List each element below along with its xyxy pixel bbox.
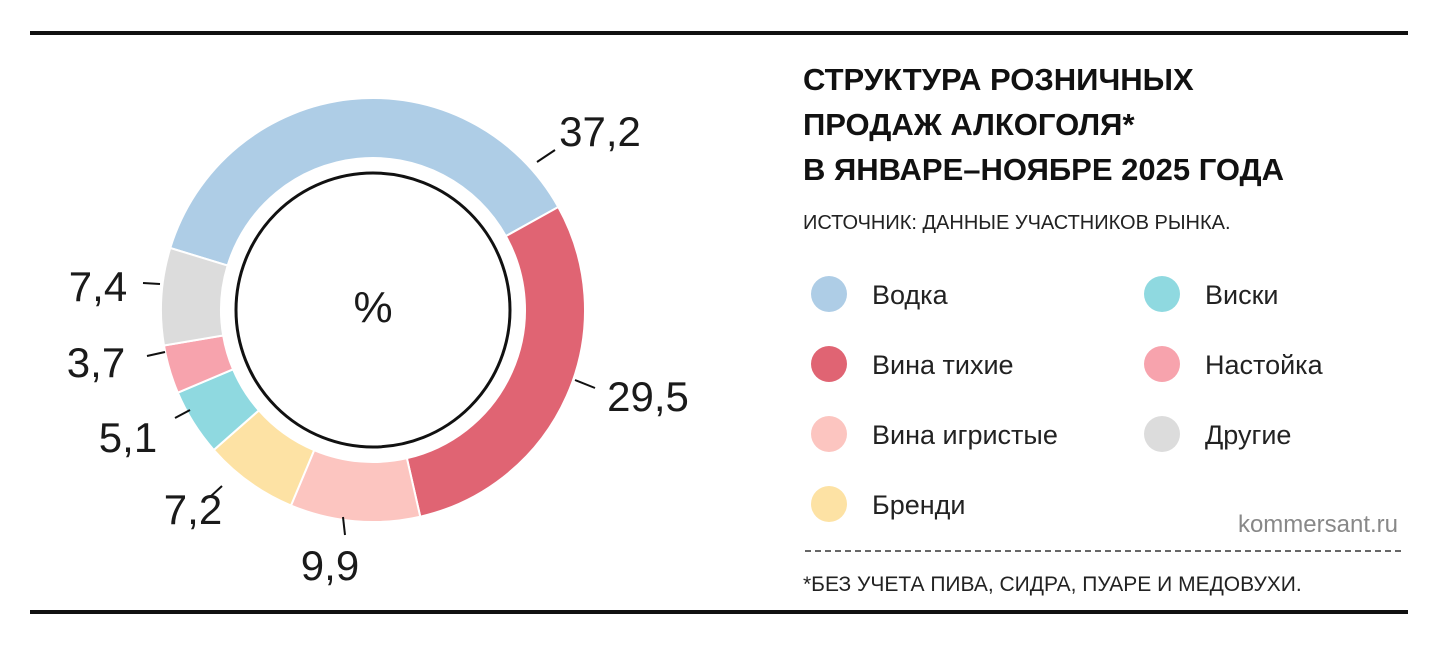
watermark: kommersant.ru xyxy=(1238,511,1398,538)
label-leader xyxy=(536,149,556,163)
legend-swatch xyxy=(811,346,847,382)
legend-label: Вина тихие xyxy=(872,350,1014,380)
legend-label: Настойка xyxy=(1205,350,1324,380)
legend-label: Другие xyxy=(1205,420,1291,450)
label-leader xyxy=(574,379,596,389)
donut-segment xyxy=(169,97,560,267)
label-leader xyxy=(342,516,346,536)
legend-label: Водка xyxy=(872,280,949,310)
subtitle: ИСТОЧНИК: ДАННЫЕ УЧАСТНИКОВ РЫНКА. xyxy=(803,212,1231,234)
legend-label: Виски xyxy=(1205,280,1279,310)
legend-swatch xyxy=(811,486,847,522)
value-label: 7,4 xyxy=(69,263,127,310)
legend-swatch xyxy=(1144,346,1180,382)
value-label: 5,1 xyxy=(99,414,157,461)
center-label: % xyxy=(353,283,392,332)
value-label: 37,2 xyxy=(559,108,641,155)
bottom-rule xyxy=(30,610,1408,614)
legend-swatch xyxy=(1144,276,1180,312)
label-leader xyxy=(209,485,223,498)
label-leader xyxy=(174,409,191,419)
chart-title: ПРОДАЖ АЛКОГОЛЯ* xyxy=(803,107,1135,142)
chart-title: В ЯНВАРЕ–НОЯБРЕ 2025 ГОДА xyxy=(803,152,1284,187)
chart-title: СТРУКТУРА РОЗНИЧНЫХ xyxy=(803,62,1194,97)
inner-circle xyxy=(234,171,512,449)
value-label: 29,5 xyxy=(607,373,689,420)
footnote: *БЕЗ УЧЕТА ПИВА, СИДРА, ПУАРЕ И МЕДОВУХИ… xyxy=(803,573,1302,596)
legend-swatch xyxy=(811,276,847,312)
donut-segment xyxy=(405,205,586,518)
legend-swatch xyxy=(811,416,847,452)
value-label: 3,7 xyxy=(67,339,125,386)
label-leader xyxy=(146,351,166,357)
legend-label: Вина игристые xyxy=(872,420,1058,450)
top-rule xyxy=(30,31,1408,35)
value-label: 7,2 xyxy=(164,486,222,533)
legend-label: Бренди xyxy=(872,490,966,520)
label-leader xyxy=(142,282,161,285)
legend-swatch xyxy=(1144,416,1180,452)
donut-segment xyxy=(160,246,229,347)
value-label: 9,9 xyxy=(301,542,359,589)
